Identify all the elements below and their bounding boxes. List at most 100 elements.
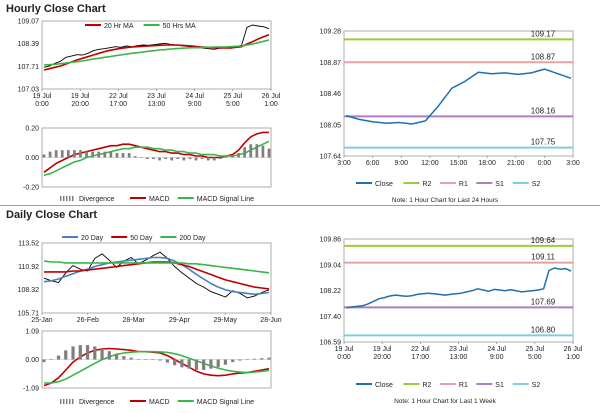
hourly_macd-legend-label: MACD	[149, 196, 170, 203]
daily_macd-legend-swatch	[69, 399, 71, 404]
hourly_price-xtick-label: 19 Jul	[71, 93, 90, 100]
daily_macd-divergence-bar	[78, 345, 82, 360]
daily_price-series-price	[43, 251, 270, 299]
daily_price-frame	[41, 242, 272, 314]
hourly_macd-divergence-bar	[176, 157, 180, 159]
daily_macd-divergence-bar	[216, 359, 220, 368]
daily_close-xtick-label: 17:00	[412, 354, 430, 361]
daily-section-title: Daily Close Chart	[6, 209, 98, 221]
daily_macd-divergence-bar	[267, 357, 271, 360]
daily_close-series-close	[345, 267, 572, 309]
daily_macd-divergence-bar	[231, 359, 235, 363]
hourly_macd-ytick-label: 0.20	[25, 126, 39, 133]
daily_macd-series-macd-signal-line	[44, 350, 270, 384]
hourly_macd-divergence-bar	[48, 151, 52, 158]
hourly_close-legend-label: Close	[375, 181, 393, 188]
daily_macd-divergence-bar	[194, 359, 199, 370]
daily_close-xtick-label: 0:00	[337, 354, 351, 361]
hourly_macd-divergence-bar	[97, 151, 101, 158]
daily_close-xtick-label: 24 Jul	[487, 346, 506, 353]
hourly_close-level-label: 108.87	[531, 52, 556, 61]
daily_close-xtick-label: 26 Jul	[564, 346, 583, 353]
hourly_close-note: Note: 1 Hour Chart for Last 24 Hours	[392, 197, 499, 204]
daily_close-ytick-label: 106.59	[320, 340, 342, 347]
hourly_macd-legend-label: MACD Signal Line	[197, 196, 254, 203]
daily_macd-divergence-bar	[180, 359, 184, 368]
hourly_macd-ytick-label: -0.20	[23, 185, 39, 192]
hourly_close-legend-label: S1	[495, 181, 504, 188]
hourly_macd-legend-swatch	[66, 196, 68, 201]
hourly_close-xtick-label: 9:00	[394, 160, 408, 167]
hourly_macd-divergence-bar	[255, 144, 259, 158]
hourly_price-xtick-label: 0:00	[35, 101, 49, 108]
daily_macd-divergence-bar	[245, 359, 249, 360]
hourly_macd-divergence-bar	[170, 157, 174, 161]
hourly_macd-divergence-bar	[237, 153, 240, 158]
hourly_price-series-50-hrs-ma	[43, 39, 270, 66]
hourly_macd-divergence-bar	[218, 157, 222, 159]
hourly_price-xtick-label: 22 Jul	[109, 93, 128, 100]
hourly_close-xtick-label: 21:00	[507, 160, 525, 167]
hourly_macd-divergence-bar	[127, 153, 131, 158]
daily_macd-divergence-bar	[165, 359, 169, 363]
daily_macd-divergence-bar	[260, 358, 264, 360]
daily_price-ytick-label: 108.32	[18, 287, 40, 294]
daily_price-xtick-label: 25-Jan	[31, 317, 53, 324]
hourly_price-ytick-label: 107.71	[18, 64, 40, 71]
hourly_macd-divergence-bar	[121, 153, 125, 158]
daily_macd-divergence-bar	[42, 359, 46, 363]
daily_close-xtick-label: 13:00	[450, 354, 468, 361]
hourly_macd-divergence-bar	[85, 151, 88, 158]
daily_macd-divergence-bar	[114, 354, 119, 360]
hourly_macd-divergence-bar	[194, 157, 198, 161]
hourly_macd-legend-swatch	[63, 196, 65, 201]
daily_macd-divergence-bar	[151, 359, 155, 361]
hourly_close-series-close	[345, 68, 572, 125]
daily_price-ytick-label: 110.92	[18, 264, 39, 271]
hourly_macd-divergence-bar	[109, 151, 113, 158]
daily_close-legend-label: R2	[423, 382, 432, 389]
hourly_price-legend-label: 20 Hr MA	[104, 23, 134, 30]
daily_price-legend-label: 20 Day	[81, 235, 104, 242]
hourly_macd-series-macd	[43, 131, 269, 173]
daily_price-xtick-label: 28-Jun	[260, 317, 282, 324]
daily_close-xtick-label: 19 Jul	[335, 346, 354, 353]
daily_close-ytick-label: 108.22	[320, 288, 342, 295]
hourly_macd-divergence-bar	[139, 157, 143, 158]
hourly_price-xtick-label: 17:00	[110, 101, 128, 108]
hourly_macd-divergence-bar	[79, 150, 82, 158]
hourly_price-xtick-label: 5:00	[226, 101, 240, 108]
hourly_macd-divergence-bar	[249, 144, 253, 158]
hourly_macd-divergence-bar	[188, 157, 192, 159]
hourly_close-ytick-label: 109.28	[320, 29, 342, 36]
section-divider	[0, 205, 600, 206]
hourly_macd-divergence-bar	[42, 154, 46, 158]
hourly_macd-ytick-label: 0.00	[25, 155, 39, 162]
hourly_price-xtick-label: 24 Jul	[185, 93, 204, 100]
daily_macd-legend-label: Divergence	[79, 399, 115, 406]
hourly_macd-divergence-bar	[231, 156, 234, 158]
daily_macd-ytick-label: -1.09	[23, 386, 39, 393]
hourly_macd-divergence-bar	[261, 145, 265, 158]
daily_macd-divergence-bar	[107, 351, 111, 360]
daily_close-xtick-label: 22 Jul	[411, 346, 430, 353]
hourly_close-ytick-label: 108.05	[320, 122, 342, 129]
daily_macd-legend-label: MACD	[149, 399, 170, 406]
daily_close-xtick-label: 5:00	[528, 354, 542, 361]
hourly_macd-divergence-bar	[146, 157, 149, 159]
hourly_close-xtick-label: 15:00	[450, 160, 468, 167]
daily_close-xtick-label: 25 Jul	[525, 346, 544, 353]
hourly_price-xtick-label: 20:00	[71, 101, 89, 108]
hourly_macd-divergence-bar	[66, 150, 70, 158]
hourly_price-series-20-hr-ma	[43, 33, 270, 71]
hourly_macd-divergence-bar	[91, 151, 95, 158]
daily_macd-legend-swatch	[72, 399, 74, 404]
daily_macd-divergence-bar	[93, 346, 97, 360]
hourly_close-xtick-label: 3:00	[337, 160, 351, 167]
daily_macd-divergence-bar	[122, 356, 126, 360]
hourly_close-legend-label: S2	[532, 181, 541, 188]
hourly_macd-divergence-bar	[103, 151, 107, 158]
daily_price-xtick-label: 28-Mar	[123, 317, 146, 324]
daily_macd-ytick-label: 0.00	[25, 357, 39, 364]
